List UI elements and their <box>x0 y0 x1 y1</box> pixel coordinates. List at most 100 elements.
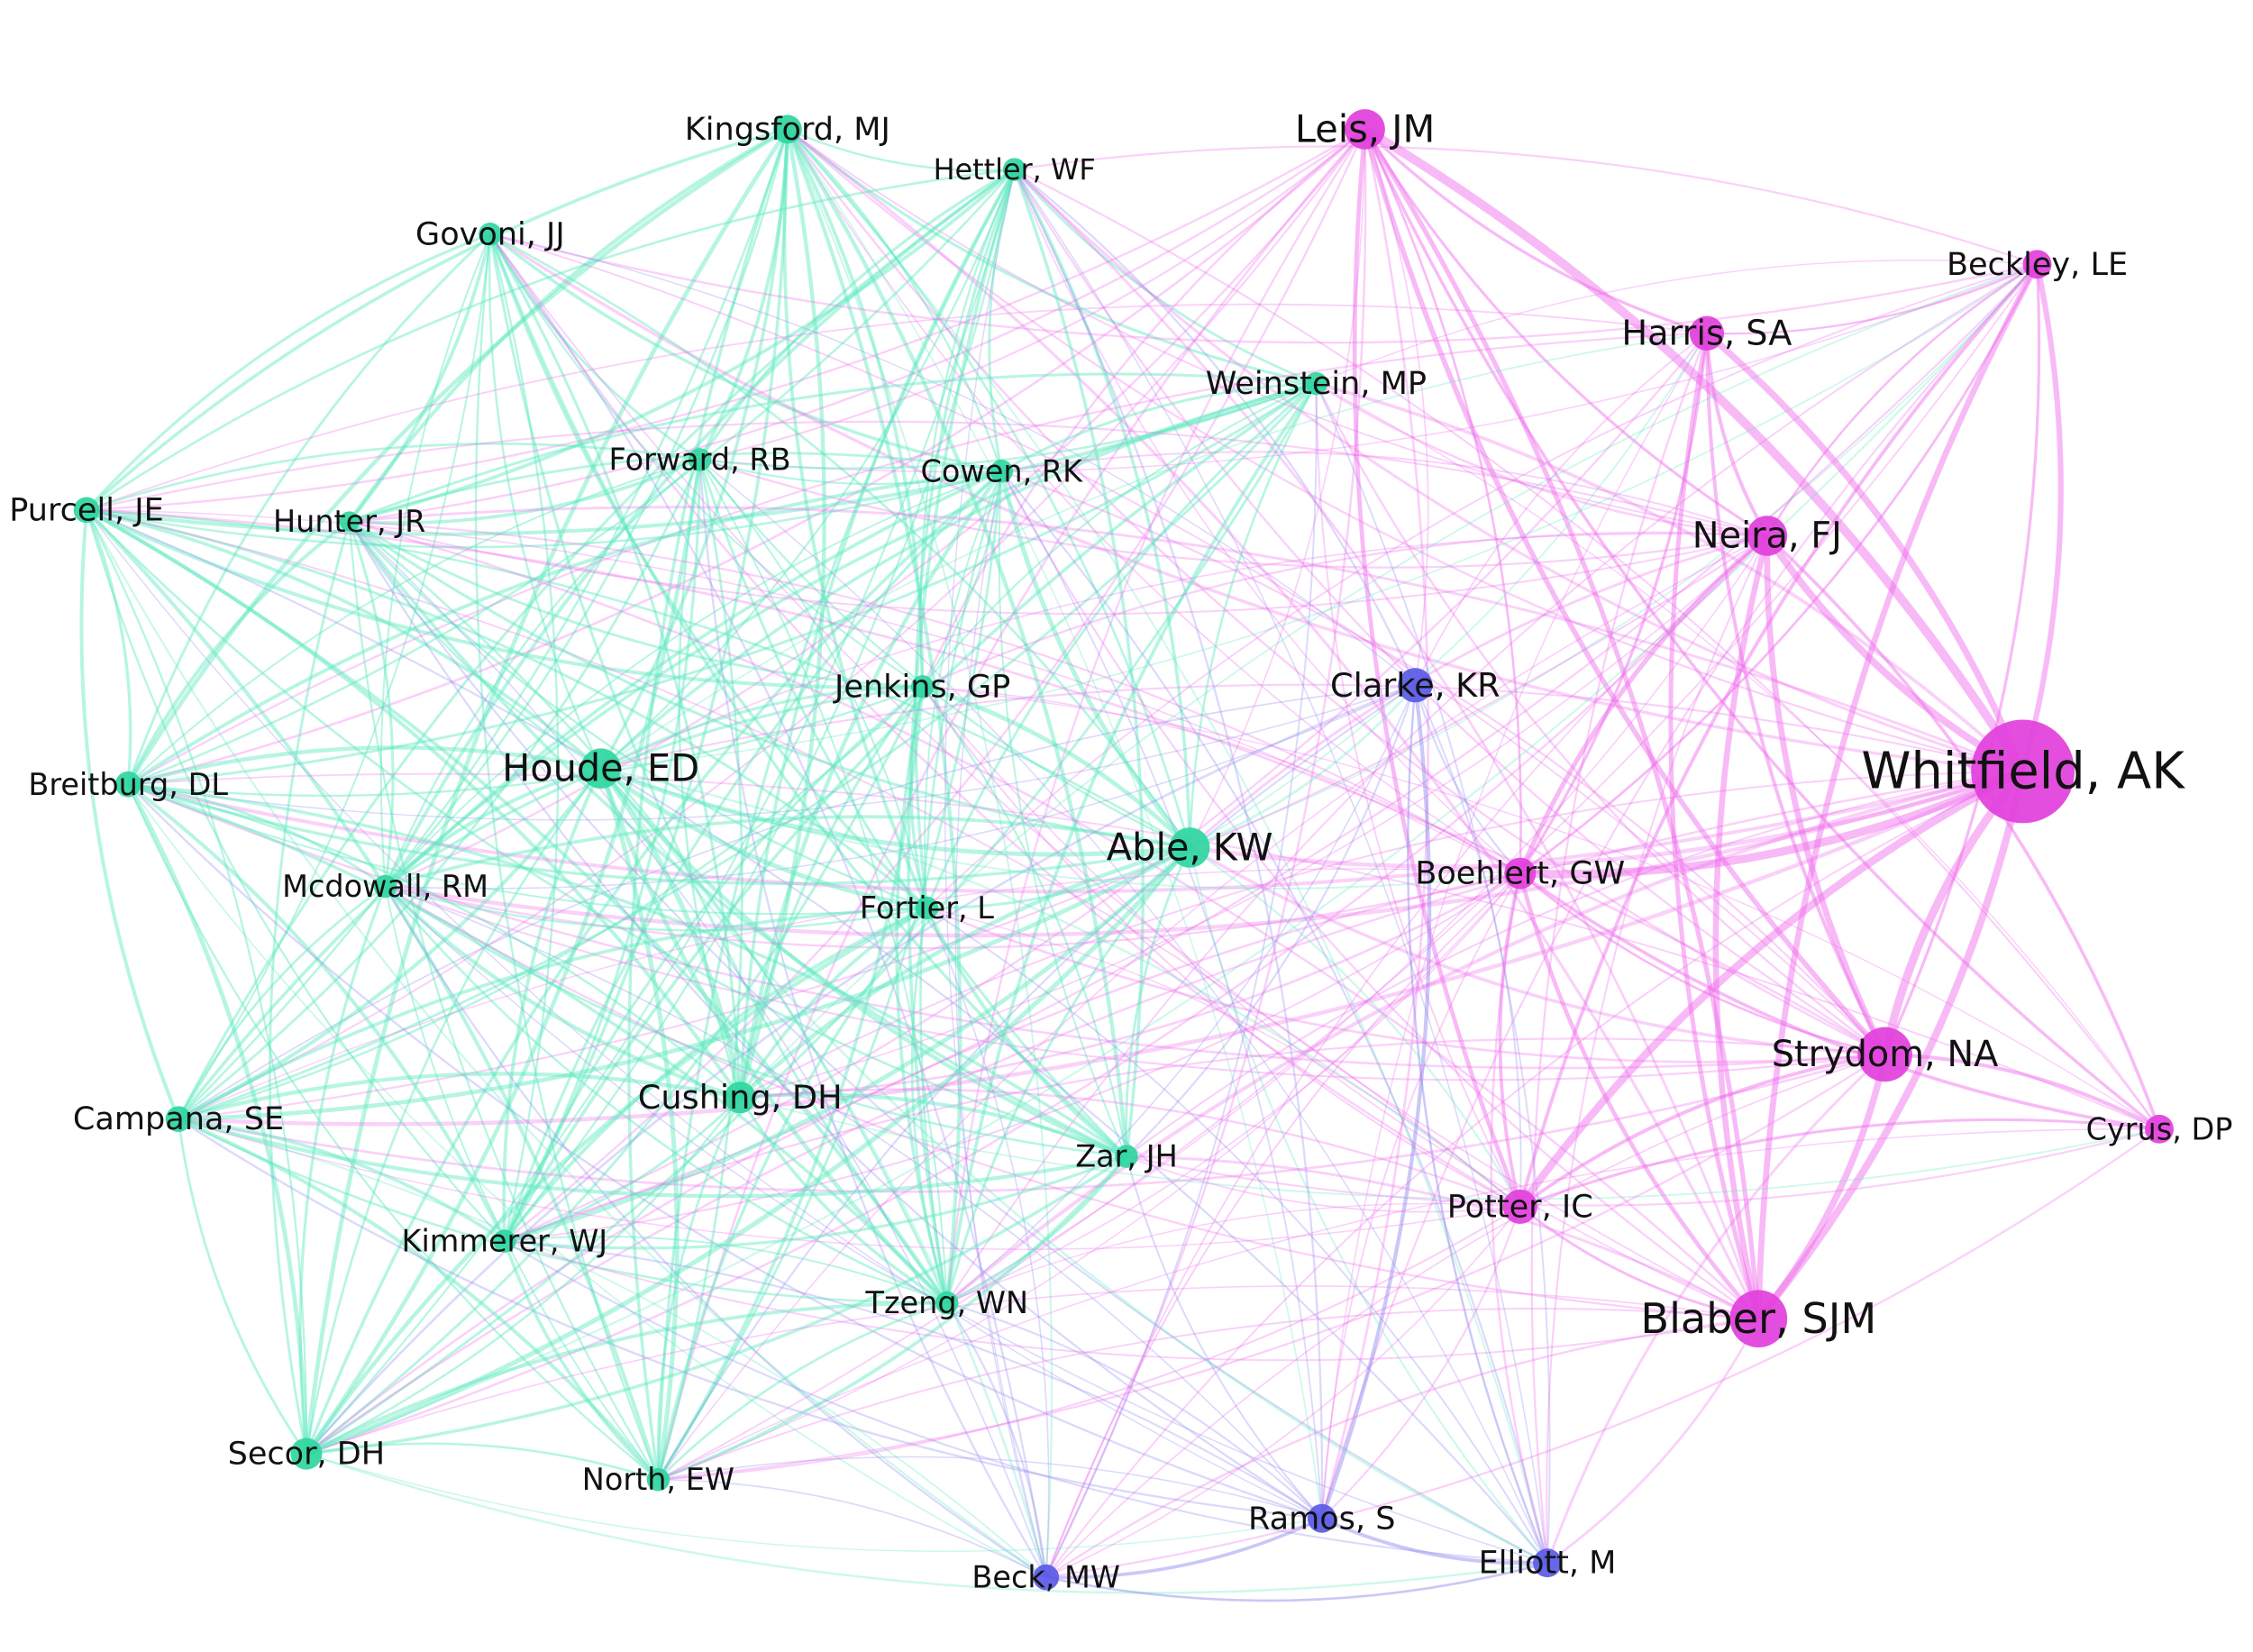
edge-secor-elliott <box>306 1452 1548 1594</box>
edge-hettler-forward <box>698 168 1016 461</box>
node-label-whitfield: Whitfield, AK <box>1861 742 2185 800</box>
node-cowen[interactable] <box>990 460 1014 483</box>
edge-leis-neira <box>1364 128 1768 537</box>
edge-breitburg-north <box>127 783 660 1481</box>
edge-houde-able <box>599 766 1190 857</box>
edge-purcell-jenkins <box>86 508 923 689</box>
edge-jenkins-cushing <box>738 685 924 1099</box>
node-forward[interactable] <box>688 448 712 471</box>
edge-campana-zar <box>178 1117 1127 1199</box>
edge-cowen-hunter <box>349 452 1002 523</box>
edge-purcell-neira <box>86 420 1768 537</box>
node-mcdowall[interactable] <box>373 874 397 899</box>
edge-able-campana <box>178 845 1191 1122</box>
node-kingsford[interactable] <box>772 114 802 144</box>
node-label-blaber: Blaber, SJM <box>1640 1294 1876 1343</box>
node-purcell[interactable] <box>73 497 100 524</box>
edge-boehlert-strydom <box>1519 872 1885 1056</box>
node-tzeng[interactable] <box>935 1291 959 1315</box>
edge-fortier-north <box>656 907 928 1481</box>
node-zar[interactable] <box>1115 1145 1138 1168</box>
edge-neira-elliott <box>1546 535 1768 1564</box>
edge-leis-tzeng <box>945 128 1366 1303</box>
node-neira[interactable] <box>1747 516 1788 556</box>
node-weinstein[interactable] <box>1304 371 1328 396</box>
edge-mcdowall-tzeng <box>384 885 948 1304</box>
node-jenkins[interactable] <box>910 675 935 698</box>
edge-mcdowall-strydom <box>385 885 1885 1082</box>
edge-forward-neira <box>699 458 1768 569</box>
node-hettler[interactable] <box>1002 158 1026 181</box>
edge-hunter-able <box>348 520 1190 849</box>
edge-blaber-elliott <box>1546 1318 1760 1565</box>
node-label-cushing: Cushing, DH <box>638 1078 843 1117</box>
node-north[interactable] <box>646 1467 670 1492</box>
edge-whitfield-cushing <box>739 770 2023 1099</box>
edge-mcdowall-campana <box>177 885 387 1120</box>
node-ramos[interactable] <box>1307 1503 1336 1533</box>
node-harris[interactable] <box>1689 315 1725 351</box>
edge-able-fortier <box>926 846 1190 909</box>
edge-weinstein-tzeng <box>944 382 1318 1303</box>
node-whitfield[interactable] <box>1971 719 2075 824</box>
edge-breitburg-fortier <box>127 783 927 916</box>
node-govoni[interactable] <box>479 223 502 246</box>
edge-harris-houde <box>600 332 1708 770</box>
edge-fortier-secor <box>305 906 928 1456</box>
edge-harris-kimmerer <box>504 333 1708 1243</box>
node-secor[interactable] <box>290 1438 323 1470</box>
node-label-ramos: Ramos, S <box>1248 1500 1395 1537</box>
node-strydom[interactable] <box>1857 1027 1912 1082</box>
edge-forward-breitburg <box>127 459 700 785</box>
node-breitburg[interactable] <box>114 771 141 798</box>
edge-harris-neira <box>1704 333 1769 537</box>
edge-kingsford-campana <box>178 129 789 1120</box>
edge-govoni-kimmerer <box>488 233 560 1242</box>
edge-jenkins-tzeng <box>895 686 949 1304</box>
node-fortier[interactable] <box>915 896 939 920</box>
node-kimmerer[interactable] <box>493 1229 516 1253</box>
edge-govoni-able <box>489 233 1191 849</box>
edge-leis-breitburg <box>127 128 1366 786</box>
edge-hunter-houde <box>348 521 602 770</box>
edge-beckley-harris <box>1706 263 2039 335</box>
edge-forward-secor <box>305 459 702 1456</box>
edge-strydom-potter <box>1519 1053 1885 1209</box>
edge-clarke-boehlert <box>1414 684 1521 874</box>
node-elliott[interactable] <box>1533 1548 1562 1578</box>
edge-whitfield-boehlert <box>1519 767 2025 879</box>
edge-campana-potter <box>178 1118 1520 1250</box>
node-cyrus[interactable] <box>2145 1114 2174 1144</box>
edge-beckley-neira <box>1765 263 2039 537</box>
node-potter[interactable] <box>1502 1189 1537 1225</box>
edge-hettler-able <box>1013 169 1191 848</box>
edge-able-kimmerer <box>504 845 1191 1244</box>
edge-forward-cushing <box>678 459 742 1099</box>
node-boehlert[interactable] <box>1504 857 1537 890</box>
edge-beckley-ramos <box>1320 263 2039 1520</box>
node-able[interactable] <box>1169 827 1210 868</box>
edge-kimmerer-ramos <box>504 1240 1323 1520</box>
edge-whitfield-mcdowall <box>385 769 2024 938</box>
node-houde[interactable] <box>580 748 621 789</box>
node-label-clarke: Clarke, KR <box>1330 666 1500 705</box>
edge-forward-elliott <box>699 459 1548 1564</box>
edge-strydom-campana <box>178 1053 1885 1193</box>
edge-neira-tzeng <box>946 535 1768 1304</box>
edge-beckley-blaber <box>1755 262 2040 1319</box>
node-hunter[interactable] <box>339 511 360 532</box>
node-campana[interactable] <box>165 1106 192 1133</box>
node-cushing[interactable] <box>724 1082 756 1114</box>
node-leis[interactable] <box>1345 109 1385 150</box>
edge-kingsford-cushing <box>738 129 826 1099</box>
node-clarke[interactable] <box>1398 668 1433 703</box>
edge-breitburg-cushing <box>127 783 742 1099</box>
edge-boehlert-ramos <box>1320 872 1521 1519</box>
edge-fortier-tzeng <box>910 908 949 1304</box>
node-label-houde: Houde, ED <box>502 747 699 790</box>
edge-boehlert-north <box>658 872 1521 1481</box>
node-blaber[interactable] <box>1729 1290 1788 1348</box>
node-beckley[interactable] <box>2022 250 2052 279</box>
edge-campana-kimmerer <box>178 1117 506 1243</box>
node-beck[interactable] <box>1033 1564 1060 1591</box>
